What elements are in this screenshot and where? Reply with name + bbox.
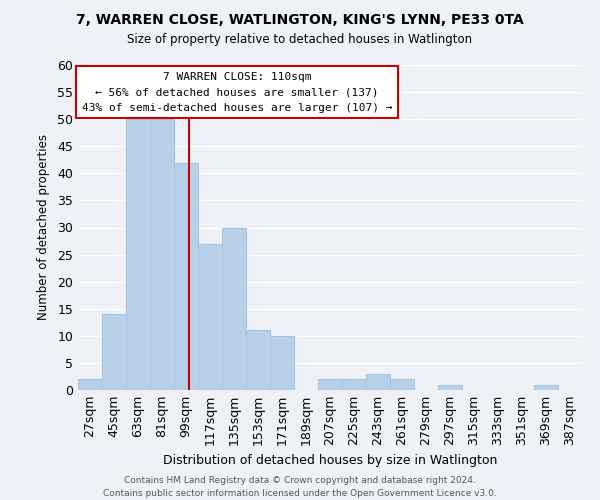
Bar: [127, 119, 149, 390]
Text: Size of property relative to detached houses in Watlington: Size of property relative to detached ho…: [127, 32, 473, 46]
Text: 7 WARREN CLOSE: 110sqm
← 56% of detached houses are smaller (137)
43% of semi-de: 7 WARREN CLOSE: 110sqm ← 56% of detached…: [82, 72, 392, 112]
Bar: [343, 379, 365, 390]
Bar: [391, 379, 413, 390]
Bar: [439, 384, 461, 390]
Bar: [223, 228, 245, 390]
Bar: [103, 314, 125, 390]
Bar: [79, 379, 101, 390]
Bar: [151, 119, 173, 390]
Text: 7, WARREN CLOSE, WATLINGTON, KING'S LYNN, PE33 0TA: 7, WARREN CLOSE, WATLINGTON, KING'S LYNN…: [76, 12, 524, 26]
Bar: [367, 374, 389, 390]
Y-axis label: Number of detached properties: Number of detached properties: [37, 134, 50, 320]
Bar: [319, 379, 341, 390]
Bar: [247, 330, 269, 390]
X-axis label: Distribution of detached houses by size in Watlington: Distribution of detached houses by size …: [163, 454, 497, 466]
Bar: [271, 336, 293, 390]
Bar: [535, 384, 557, 390]
Bar: [175, 162, 197, 390]
Text: Contains HM Land Registry data © Crown copyright and database right 2024.
Contai: Contains HM Land Registry data © Crown c…: [103, 476, 497, 498]
Bar: [199, 244, 221, 390]
